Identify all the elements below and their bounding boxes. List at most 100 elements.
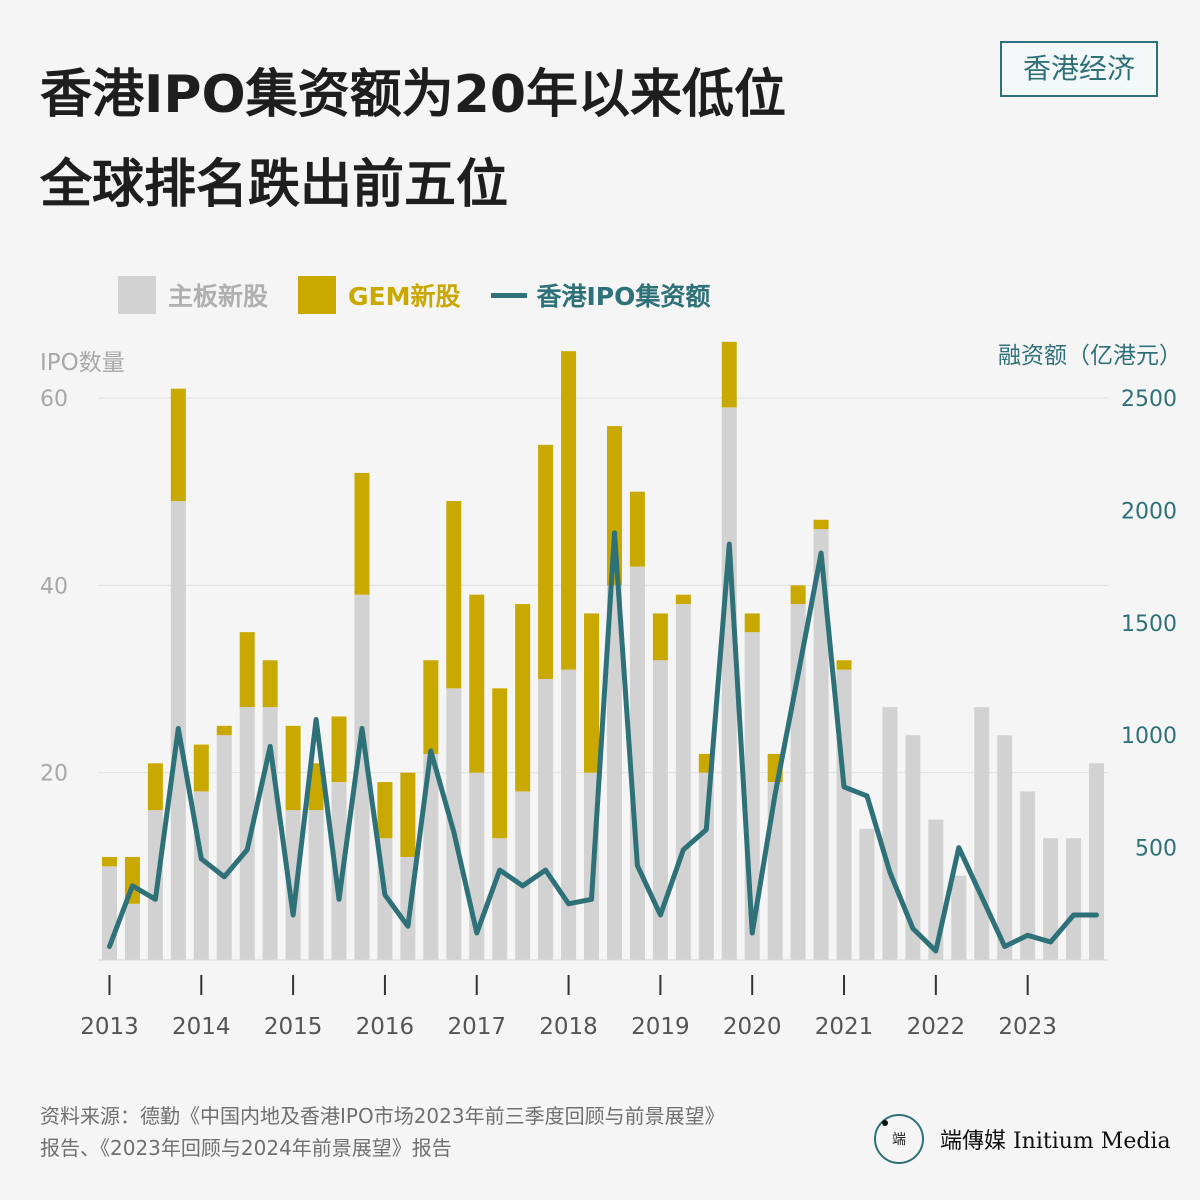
line-series	[107, 530, 1099, 954]
brand-name: 端傳媒 Initium Media	[940, 1129, 1171, 1154]
bar-main	[813, 529, 829, 960]
bar-main	[905, 735, 921, 960]
x-tick-label: 2015	[264, 1014, 323, 1040]
bar-gem	[744, 613, 760, 633]
bar-gem	[721, 341, 737, 408]
bar-gem	[285, 725, 301, 811]
logo-mark-icon: 端	[874, 1114, 924, 1164]
source-line-2: 报告、《2023年回顾与2024年前景展望》报告	[40, 1136, 452, 1160]
bar-gem	[446, 501, 462, 689]
bar-main	[1066, 838, 1082, 960]
axes: 20 40 60 500 1000 1500 2000 2500 2013 2014 2015 201…	[40, 387, 1177, 1040]
y-right-tick-label: 1500	[1121, 612, 1177, 637]
bar-gem	[331, 716, 347, 783]
x-tick-label: 2020	[723, 1014, 782, 1040]
category-tag[interactable]: 香港经济	[1000, 41, 1158, 97]
y-right-tick-label: 2000	[1121, 499, 1177, 524]
title-line-2: 全球排名跌出前五位	[40, 155, 509, 215]
legend-label-main: 主板新股	[168, 282, 269, 311]
bar-gem	[515, 604, 531, 792]
bar-gem	[101, 856, 117, 867]
legend-item-gem: GEM新股	[298, 276, 461, 314]
bar-main	[1020, 791, 1036, 960]
bar-main	[492, 838, 508, 960]
legend-item-line: 香港IPO集资额	[490, 277, 711, 313]
chart-title: 香港IPO集资额为20年以来低位 全球排名跌出前五位	[40, 50, 786, 230]
brand-logo: 端 端傳媒 Initium Media	[874, 1114, 1171, 1164]
bar-gem	[193, 744, 209, 792]
bar-main	[652, 660, 668, 960]
bar-main	[423, 753, 439, 960]
bar-main	[675, 604, 691, 960]
bar-main	[1043, 838, 1059, 960]
y-left-tick-label: 60	[40, 387, 68, 412]
bar-main	[1089, 763, 1105, 960]
bar-gem	[469, 594, 485, 773]
legend-label-gem: GEM新股	[348, 282, 461, 311]
bar-gem	[170, 388, 186, 502]
bar-gem	[584, 613, 600, 773]
bar-gem	[308, 763, 324, 811]
bar-main	[997, 735, 1013, 960]
x-tick-label: 2014	[172, 1014, 231, 1040]
y-axis-right-title: 融资额（亿港元）	[998, 343, 1182, 369]
bar-gem	[652, 613, 668, 661]
bar-main	[354, 594, 370, 960]
bar-gem	[629, 491, 645, 567]
bar-gem	[675, 594, 691, 605]
y-left-tick-label: 20	[40, 762, 68, 787]
bar-main	[859, 828, 875, 960]
bar-gem	[790, 585, 806, 605]
bar-main	[538, 679, 554, 960]
bar-gem	[606, 426, 622, 586]
legend-label-line: 香港IPO集资额	[536, 282, 711, 311]
title-line-1: 香港IPO集资额为20年以来低位	[40, 65, 787, 125]
x-tick-label: 2017	[447, 1014, 506, 1040]
bar-gem	[377, 782, 393, 839]
source-line-1: 资料来源：德勤《中国内地及香港IPO市场2023年前三季度回顾与前景展望》	[40, 1104, 725, 1128]
bar-main	[951, 875, 967, 960]
x-tick-label: 2023	[998, 1014, 1057, 1040]
legend: 主板新股 GEM新股 香港IPO集资额	[118, 274, 740, 316]
legend-swatch-line	[490, 292, 527, 298]
bar-main	[515, 791, 531, 960]
bar-main	[928, 819, 944, 960]
bar-main	[308, 810, 324, 960]
legend-swatch-gem	[298, 276, 337, 314]
y-left-tick-label: 40	[40, 574, 68, 599]
bar-main	[216, 735, 232, 960]
bar-gem	[262, 660, 278, 708]
legend-item-main: 主板新股	[118, 276, 268, 314]
bar-gem	[492, 688, 508, 839]
y-right-tick-label: 2500	[1121, 387, 1177, 412]
bar-main	[561, 669, 577, 960]
bar-main	[974, 707, 990, 960]
x-tick-label: 2013	[80, 1014, 139, 1040]
x-tick-label: 2021	[815, 1014, 874, 1040]
bar-main	[721, 407, 737, 960]
source-note: 资料来源：德勤《中国内地及香港IPO市场2023年前三季度回顾与前景展望》 报告…	[40, 1100, 725, 1164]
bar-main	[629, 566, 645, 960]
bar-main	[239, 707, 255, 960]
bar-gem	[538, 444, 554, 679]
bar-main	[606, 585, 622, 960]
bar-gem	[147, 763, 163, 811]
bar-main	[124, 903, 140, 960]
y-right-tick-label: 1000	[1121, 724, 1177, 749]
bar-main	[698, 772, 714, 960]
bar-gem	[400, 772, 416, 857]
x-tick-label: 2019	[631, 1014, 690, 1040]
bars	[101, 341, 1105, 960]
bar-gem	[813, 519, 829, 530]
bar-gem	[561, 351, 577, 670]
legend-swatch-main	[118, 276, 156, 314]
bar-gem	[836, 660, 852, 670]
bar-main	[882, 707, 898, 960]
bar-gem	[354, 472, 370, 595]
x-tick-label: 2016	[356, 1014, 415, 1040]
bar-gem	[423, 660, 439, 754]
x-tick-label: 2018	[539, 1014, 598, 1040]
bar-gem	[239, 632, 255, 708]
bar-main	[331, 782, 347, 960]
